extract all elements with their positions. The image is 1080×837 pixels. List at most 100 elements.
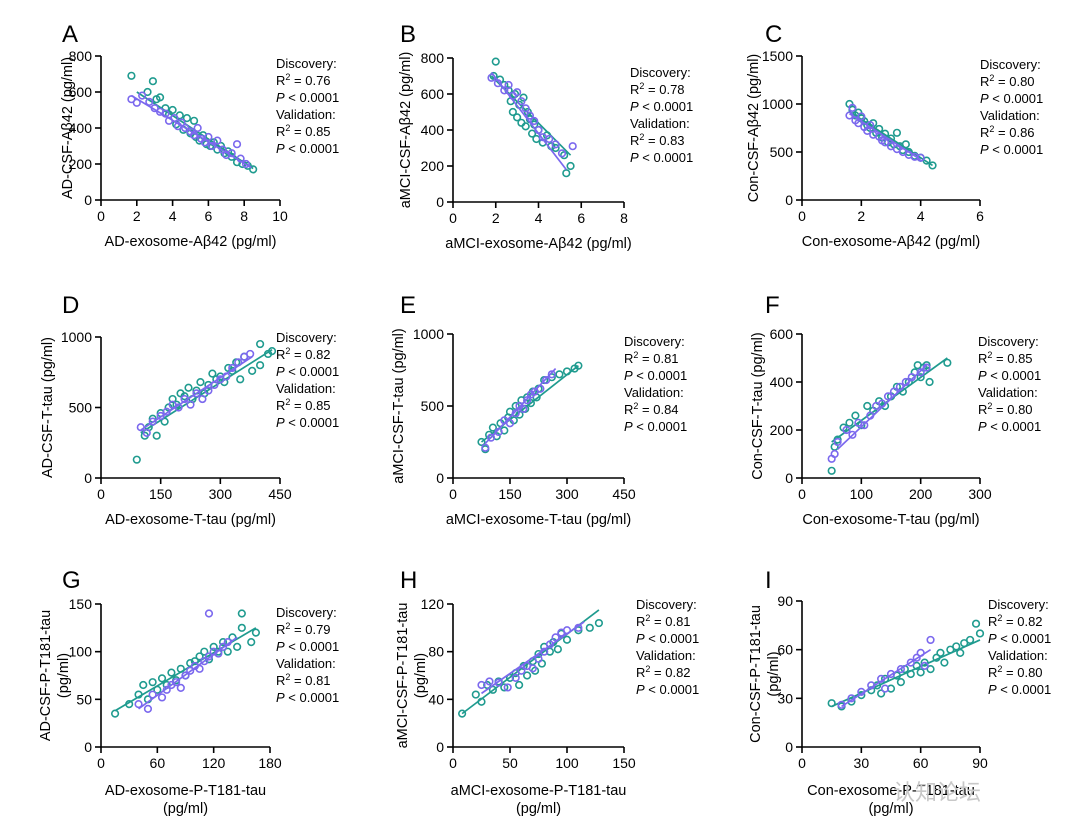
- y-axis-label: aMCI-CSF-T-tau (pg/ml): [391, 328, 407, 484]
- data-point: [912, 653, 921, 662]
- data-point: [237, 623, 246, 632]
- watermark: 认知论坛: [893, 781, 982, 806]
- x-tick-label: 0: [449, 210, 457, 226]
- y-axis-label: Con-CSF-Aβ42 (pg/ml): [746, 54, 762, 203]
- x-tick-label: 30: [854, 755, 870, 771]
- r-squared-value: R2 = 0.81: [624, 350, 679, 366]
- stats-annotation: Discovery:R2 = 0.81 P < 0.0001 Validation:…: [624, 334, 687, 434]
- y-tick-label: 800: [69, 48, 93, 64]
- x-axis-label: aMCI-exosome-P-T181-tau: [451, 783, 627, 799]
- p-value: P < 0.0001: [980, 91, 1043, 106]
- x-tick-label: 0: [798, 208, 806, 224]
- data-point: [236, 375, 245, 384]
- data-point: [892, 128, 902, 137]
- data-point: [218, 145, 227, 154]
- data-point: [241, 159, 251, 169]
- x-tick-label: 0: [798, 755, 806, 771]
- data-point: [186, 400, 195, 409]
- stats-group-label: Discovery:: [978, 334, 1039, 349]
- x-tick-label: 0: [798, 486, 806, 502]
- y-tick-label: 0: [84, 192, 92, 208]
- p-value: P < 0.0001: [636, 631, 699, 646]
- data-point: [477, 680, 486, 690]
- data-point: [943, 358, 952, 367]
- x-tick-label: 2: [133, 208, 141, 224]
- stats-group-label: Validation:: [636, 648, 696, 663]
- x-tick-label: 0: [97, 486, 105, 502]
- y-axis-label: (pg/ml): [56, 653, 72, 698]
- x-tick-label: 8: [240, 208, 248, 224]
- stats-group-label: Validation:: [276, 656, 336, 671]
- data-point: [574, 361, 583, 370]
- y-tick-label: 30: [777, 690, 793, 706]
- data-point: [522, 396, 532, 405]
- data-point: [842, 425, 851, 435]
- fit-line: [831, 639, 981, 708]
- x-tick-label: 0: [97, 755, 105, 771]
- p-value: P < 0.0001: [978, 368, 1041, 383]
- data-point: [181, 123, 190, 133]
- series-validation: [837, 635, 935, 709]
- fit-line: [481, 621, 585, 695]
- data-point: [545, 640, 555, 649]
- data-point: [209, 642, 218, 652]
- r-squared-value: R2 = 0.82: [636, 664, 691, 680]
- data-point: [148, 678, 157, 687]
- data-point: [511, 673, 520, 682]
- x-tick-label: 300: [209, 486, 233, 502]
- r-squared-value: R2 = 0.81: [636, 613, 691, 629]
- data-point: [857, 112, 866, 121]
- stats-group-label: Discovery:: [276, 56, 337, 71]
- data-point: [186, 666, 195, 675]
- stats-annotation: Discovery:R2 = 0.80 P < 0.0001 Validation:…: [980, 57, 1043, 157]
- x-tick-label: 50: [502, 755, 518, 771]
- stats-group-label: Validation:: [276, 381, 336, 396]
- x-tick-label: 300: [555, 486, 579, 502]
- data-point: [530, 116, 539, 126]
- data-point: [193, 123, 202, 133]
- data-point: [517, 97, 526, 106]
- p-value: P < 0.0001: [630, 99, 693, 114]
- x-tick-label: 200: [909, 486, 933, 502]
- p-value: P < 0.0001: [980, 142, 1043, 157]
- stats-annotation: Discovery:R2 = 0.85 P < 0.0001 Validation:…: [978, 334, 1041, 434]
- x-tick-label: 6: [976, 208, 984, 224]
- data-point: [488, 423, 498, 432]
- data-point: [500, 683, 509, 692]
- x-tick-label: 450: [268, 486, 292, 502]
- stats-group-label: Discovery:: [624, 334, 685, 349]
- stats-group-label: Discovery:: [276, 330, 337, 345]
- y-tick-label: 150: [69, 596, 93, 612]
- series-validation: [136, 349, 255, 437]
- stats-group-label: Discovery:: [980, 57, 1041, 72]
- fit-line: [490, 71, 567, 171]
- data-point: [551, 140, 560, 149]
- data-point: [916, 368, 925, 377]
- data-point: [237, 609, 246, 618]
- data-point: [568, 142, 577, 151]
- data-point: [851, 411, 860, 420]
- data-point: [848, 103, 857, 112]
- data-point: [248, 366, 257, 375]
- data-point: [906, 658, 915, 667]
- data-point: [251, 628, 261, 637]
- data-point: [833, 437, 842, 447]
- data-point: [168, 105, 177, 115]
- series-validation: [477, 621, 585, 695]
- panel-C: C 0 2 4 6 0 500 1000 1500 Con-exosome-Aβ42 (pg/ml…: [746, 21, 1043, 250]
- data-point: [204, 386, 213, 395]
- y-axis-label: AD-CSF-T-tau (pg/ml): [40, 337, 56, 478]
- panel-F: F 0 100 200 300 0 200 400 600 Con-exosome-T-tau (…: [750, 292, 1041, 528]
- p-value: P < 0.0001: [630, 150, 693, 165]
- r-squared-value: R2 = 0.84: [624, 401, 679, 417]
- panel-label: E: [400, 292, 416, 319]
- x-tick-label: 2: [857, 208, 865, 224]
- y-tick-label: 60: [777, 642, 793, 658]
- data-point: [517, 666, 526, 675]
- fit-line: [837, 364, 928, 450]
- y-tick-label: 500: [770, 144, 794, 160]
- p-value: P < 0.0001: [276, 690, 339, 705]
- x-tick-label: 90: [972, 755, 988, 771]
- data-point: [148, 417, 157, 426]
- data-point: [513, 88, 522, 97]
